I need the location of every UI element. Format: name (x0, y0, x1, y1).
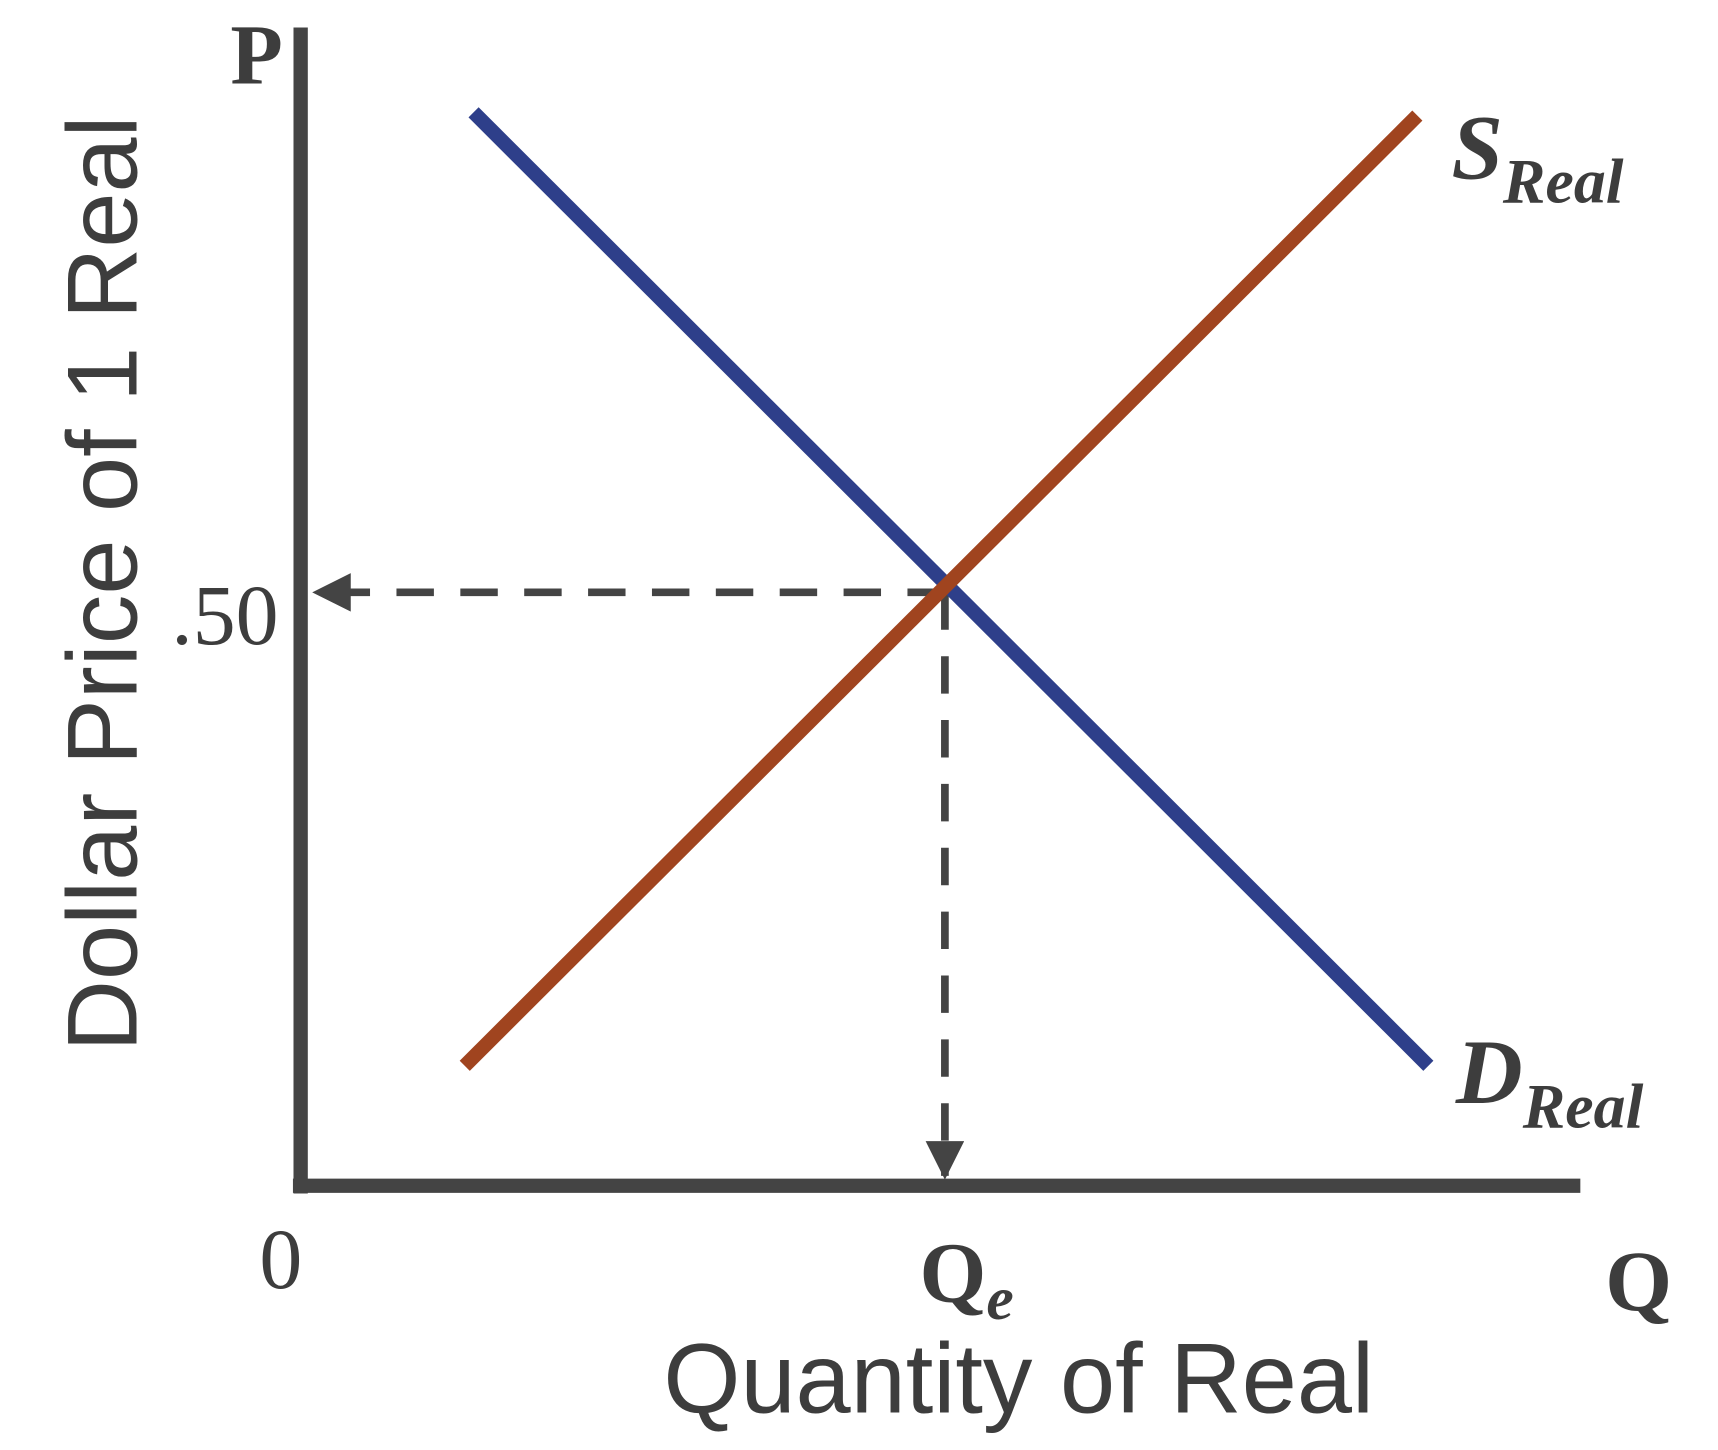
label-sub: Real (1502, 146, 1624, 217)
label-main: S (1451, 97, 1502, 199)
label-sub: Real (1522, 1070, 1644, 1141)
origin-label: 0 (259, 1211, 302, 1307)
label-sub: e (986, 1265, 1013, 1333)
y-axis-title: Dollar Price of 1 Real (48, 115, 159, 1051)
x-axis-letter: Q (1605, 1233, 1672, 1329)
label-main: D (1455, 1022, 1523, 1124)
supply-label: SReal (1451, 97, 1623, 216)
equilibrium-quantity-label: Qe (920, 1224, 1014, 1333)
y-axis-letter: P (230, 7, 282, 103)
x-axis-title: Quantity of Real (663, 1324, 1374, 1435)
demand-label: DReal (1455, 1022, 1644, 1141)
supply-curve (459, 110, 1423, 1071)
price-label: .50 (171, 567, 278, 663)
label-main: Q (920, 1224, 987, 1320)
